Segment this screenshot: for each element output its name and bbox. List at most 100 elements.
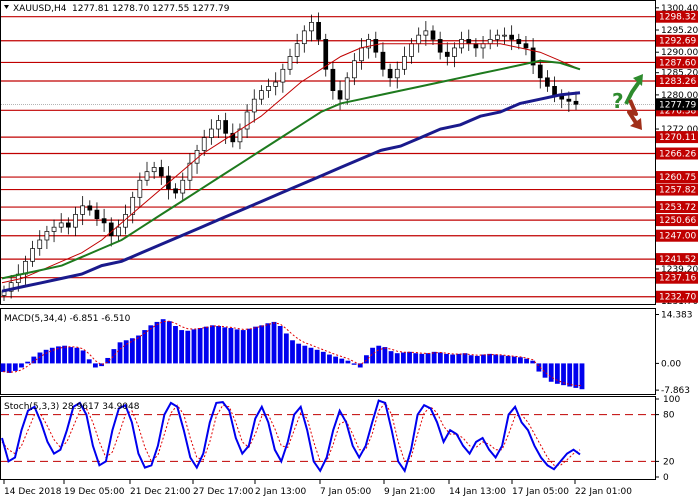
level-label: 1270.11 <box>659 133 696 143</box>
candle <box>130 196 136 215</box>
macd-bar <box>25 361 31 364</box>
macd-bar <box>86 359 92 364</box>
stoch-tick-label: 0 <box>663 473 669 483</box>
candle <box>158 167 164 177</box>
macd-bar <box>240 330 246 364</box>
candle <box>444 51 450 57</box>
current-price-tag <box>656 98 698 111</box>
candle <box>430 30 436 40</box>
macd-bar <box>92 363 98 368</box>
candle <box>309 21 314 32</box>
x-tick-label: 19 Dec 05:00 <box>64 487 125 497</box>
stoch-tick-label: 100 <box>663 395 680 405</box>
level-label: 1260.75 <box>659 173 696 183</box>
macd-bar <box>481 354 486 364</box>
macd-bar <box>425 353 431 364</box>
price-tick-label: 1272.00 <box>661 125 698 135</box>
candle <box>251 98 257 113</box>
macd-bar <box>567 363 573 387</box>
macd-bar <box>160 319 166 364</box>
forecast-annotation: ? <box>612 74 643 130</box>
price-tick-label: 1295.20 <box>661 26 698 36</box>
macd-bar <box>493 354 499 364</box>
ohlc-values: 1277.81 1278.70 1277.55 1277.79 <box>72 4 230 14</box>
level-tag <box>656 229 698 242</box>
candle <box>44 231 50 241</box>
x-tick-label: 14 Jan 13:00 <box>449 487 506 497</box>
macd-bar <box>444 353 449 364</box>
stoch-panel <box>0 396 656 480</box>
candle <box>201 137 207 151</box>
macd-bar <box>142 330 148 364</box>
macd-signal-line <box>2 320 582 386</box>
candle <box>230 132 236 143</box>
level-tag <box>656 131 698 144</box>
x-tick-label: 21 Dec 21:00 <box>130 487 191 497</box>
macd-bar <box>302 345 308 364</box>
macd-bar <box>530 360 536 364</box>
macd-bar <box>431 351 437 364</box>
candle <box>566 98 572 102</box>
macd-bar <box>43 349 49 364</box>
candle <box>452 47 457 57</box>
candle <box>473 43 479 49</box>
x-tick-label: 14 Dec 2018 <box>4 487 62 497</box>
candle <box>187 162 193 181</box>
arrow-down-head-icon <box>630 118 642 130</box>
macd-bar <box>117 342 123 364</box>
macd-bar <box>197 328 203 364</box>
level-label: 1287.60 <box>659 58 696 68</box>
candle <box>359 47 364 62</box>
axis-layer: 1300.40 1295.20 1290.00 1285.20 1280.00 1272.… <box>3 4 698 497</box>
current-price-label: 1277.79 <box>659 100 696 110</box>
macd-bar <box>339 358 345 364</box>
macd-bar <box>31 356 37 364</box>
macd-bar <box>203 326 209 364</box>
macd-bar <box>271 321 277 364</box>
candle <box>280 68 286 83</box>
candle <box>394 68 400 79</box>
macd-bar <box>419 353 425 364</box>
price-tick-label: 1285.20 <box>661 69 698 79</box>
macd-bar <box>62 345 67 364</box>
candle <box>151 167 157 173</box>
candle <box>101 218 107 224</box>
macd-bar <box>56 346 61 364</box>
candle <box>466 39 472 45</box>
macd-bar <box>400 352 406 364</box>
macd-bar <box>518 357 523 364</box>
macd-bar <box>351 363 357 365</box>
candle <box>266 86 271 91</box>
candle <box>352 60 357 79</box>
level-label: 1298.32 <box>659 13 696 23</box>
x-tick-label: 22 Jan 01:00 <box>575 487 632 497</box>
candle <box>373 39 379 53</box>
level-label: 1257.82 <box>659 186 696 196</box>
macd-bar <box>345 360 351 364</box>
level-tag <box>656 253 698 266</box>
candle <box>51 226 57 232</box>
candle <box>416 34 422 45</box>
level-label: 1283.26 <box>659 77 696 87</box>
x-tick-label: 27 Dec 17:00 <box>193 487 254 497</box>
candle <box>509 34 514 40</box>
candle <box>423 30 429 36</box>
candle <box>223 120 228 134</box>
macd-bar <box>105 357 111 364</box>
macd-bar <box>37 352 43 364</box>
candle <box>437 39 443 53</box>
candle <box>73 214 78 228</box>
macd-bar <box>579 363 585 390</box>
candle <box>237 128 243 143</box>
candle <box>337 90 343 100</box>
macd-bar <box>474 355 480 364</box>
level-label: 1276.38 <box>659 106 696 116</box>
level-label: 1237.16 <box>659 274 696 284</box>
candle <box>259 90 264 100</box>
macd-bar <box>308 347 314 364</box>
macd-bar <box>376 345 382 364</box>
arrow-up-head-icon <box>633 74 643 86</box>
x-tick-label: 2 Jan 13:00 <box>255 487 307 497</box>
stoch-tick-label: 80 <box>663 411 675 421</box>
